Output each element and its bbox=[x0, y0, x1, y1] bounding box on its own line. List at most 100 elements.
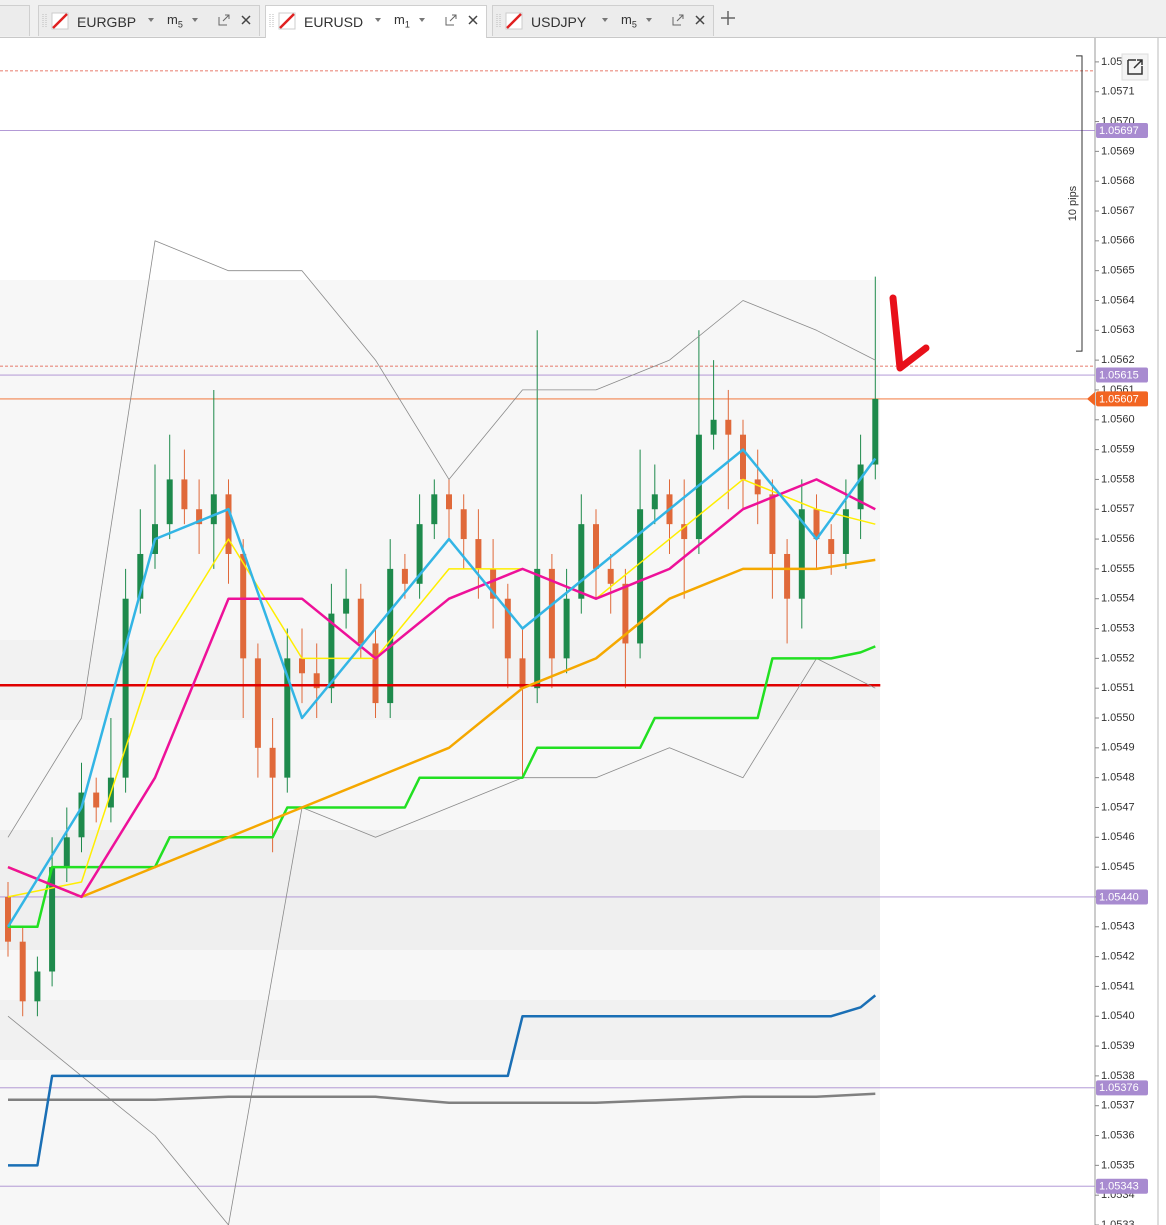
icon bbox=[51, 12, 69, 33]
y-tick-label: 1.0547 bbox=[1101, 801, 1135, 813]
candle-body bbox=[710, 419, 717, 435]
tab-symbol: USDJPY bbox=[531, 14, 587, 30]
icon bbox=[466, 12, 480, 31]
candle-body bbox=[548, 568, 555, 659]
measure-bracket bbox=[1076, 55, 1083, 352]
y-tick-label: 1.0543 bbox=[1101, 921, 1135, 933]
tf-unit: m bbox=[621, 12, 632, 27]
candle-body bbox=[254, 658, 261, 748]
y-tick-label: 1.0569 bbox=[1101, 145, 1135, 157]
tab-timeframe: m1 bbox=[394, 12, 410, 30]
candle-body bbox=[78, 792, 85, 838]
y-tick-label: 1.0542 bbox=[1101, 950, 1135, 962]
indicator-line bbox=[8, 994, 877, 1167]
candle-body bbox=[431, 494, 438, 525]
price-badge-label: 1.05615 bbox=[1099, 369, 1139, 381]
candle-body bbox=[798, 509, 805, 599]
candle-body bbox=[784, 553, 791, 599]
y-tick-label: 1.0537 bbox=[1101, 1100, 1135, 1112]
shade bbox=[0, 1000, 880, 1060]
y-tick-label: 1.0536 bbox=[1101, 1129, 1135, 1141]
icon bbox=[374, 12, 382, 31]
y-tick-label: 1.0568 bbox=[1101, 175, 1135, 187]
candle-body bbox=[357, 598, 364, 644]
candle-body bbox=[607, 568, 614, 584]
popout-button[interactable] bbox=[1121, 53, 1149, 81]
indicator-line bbox=[7, 658, 876, 1225]
candle-body bbox=[740, 434, 746, 480]
y-tick-label: 1.0553 bbox=[1101, 622, 1135, 634]
price-badge bbox=[1096, 367, 1148, 383]
y-tick-label: 1.0559 bbox=[1101, 444, 1135, 456]
tf-unit: m bbox=[394, 12, 405, 27]
candle-body bbox=[637, 509, 644, 644]
price-badge bbox=[1096, 122, 1148, 138]
y-tick-label: 1.0551 bbox=[1101, 682, 1135, 694]
icon bbox=[239, 12, 253, 31]
icon bbox=[278, 12, 296, 33]
candle-body bbox=[857, 464, 864, 510]
candle-body bbox=[387, 568, 394, 704]
y-tick-label: 1.0539 bbox=[1101, 1040, 1135, 1052]
indicator-line bbox=[7, 478, 876, 899]
candle-body bbox=[813, 509, 820, 540]
y-tick-label: 1.0564 bbox=[1101, 294, 1135, 306]
tab-timeframe: m5 bbox=[167, 12, 183, 30]
candle-body bbox=[372, 643, 379, 704]
icon bbox=[191, 12, 199, 31]
candle-body bbox=[769, 494, 776, 554]
price-badge-label: 1.05343 bbox=[1099, 1181, 1139, 1193]
y-tick-label: 1.0560 bbox=[1101, 414, 1135, 426]
tab-bar: EURGBP m5 EURUSD m1 USDJPY m5 bbox=[0, 0, 1166, 38]
shade bbox=[0, 640, 880, 720]
candle-body bbox=[181, 479, 188, 510]
icon bbox=[147, 12, 155, 31]
indicator-line bbox=[6, 448, 877, 928]
candle-body bbox=[725, 419, 732, 435]
icon bbox=[444, 12, 458, 31]
tab-symbol: EURGBP bbox=[77, 14, 137, 30]
candle-body bbox=[416, 524, 423, 584]
candle-body bbox=[651, 494, 658, 510]
tab-symbol: EURUSD bbox=[304, 14, 364, 30]
candle-body bbox=[93, 792, 100, 808]
indicator-line bbox=[7, 478, 876, 898]
tab[interactable] bbox=[0, 5, 30, 36]
candle-body bbox=[872, 398, 879, 465]
candle-body bbox=[563, 598, 570, 659]
badge-arrow bbox=[1087, 391, 1095, 406]
y-tick-label: 1.0552 bbox=[1101, 652, 1135, 664]
indicator-line bbox=[7, 558, 876, 899]
price-badge-label: 1.05697 bbox=[1099, 125, 1139, 137]
candle-body bbox=[166, 479, 173, 525]
candle-body bbox=[328, 613, 335, 689]
candle-body bbox=[19, 941, 26, 1002]
y-tick-label: 1.0533 bbox=[1101, 1219, 1135, 1225]
tab[interactable]: USDJPY m5 bbox=[492, 5, 714, 36]
y-tick-label: 1.0545 bbox=[1101, 861, 1135, 873]
candle-body bbox=[122, 598, 129, 778]
y-tick-label: 1.0541 bbox=[1101, 980, 1135, 992]
candle-body bbox=[196, 509, 203, 525]
y-tick-label: 1.0535 bbox=[1101, 1159, 1135, 1171]
icon bbox=[41, 12, 49, 33]
candle-body bbox=[622, 583, 629, 644]
y-tick-label: 1.0572 bbox=[1101, 56, 1135, 68]
shade bbox=[0, 830, 880, 950]
candle-body bbox=[225, 494, 232, 554]
icon bbox=[505, 12, 523, 33]
tab[interactable]: EURUSD m1 bbox=[265, 5, 487, 38]
candle-body bbox=[475, 539, 482, 569]
measure-label: 10 pips bbox=[1067, 185, 1079, 221]
candle-body bbox=[401, 568, 408, 584]
candle-body bbox=[828, 539, 835, 554]
tab[interactable]: EURGBP m5 bbox=[38, 5, 260, 36]
y-tick-label: 1.0563 bbox=[1101, 324, 1135, 336]
candle-body bbox=[284, 658, 291, 778]
candle-body bbox=[343, 598, 350, 614]
candle-body bbox=[446, 494, 452, 510]
new-tab[interactable] bbox=[720, 10, 736, 31]
indicator-line bbox=[8, 1092, 876, 1104]
